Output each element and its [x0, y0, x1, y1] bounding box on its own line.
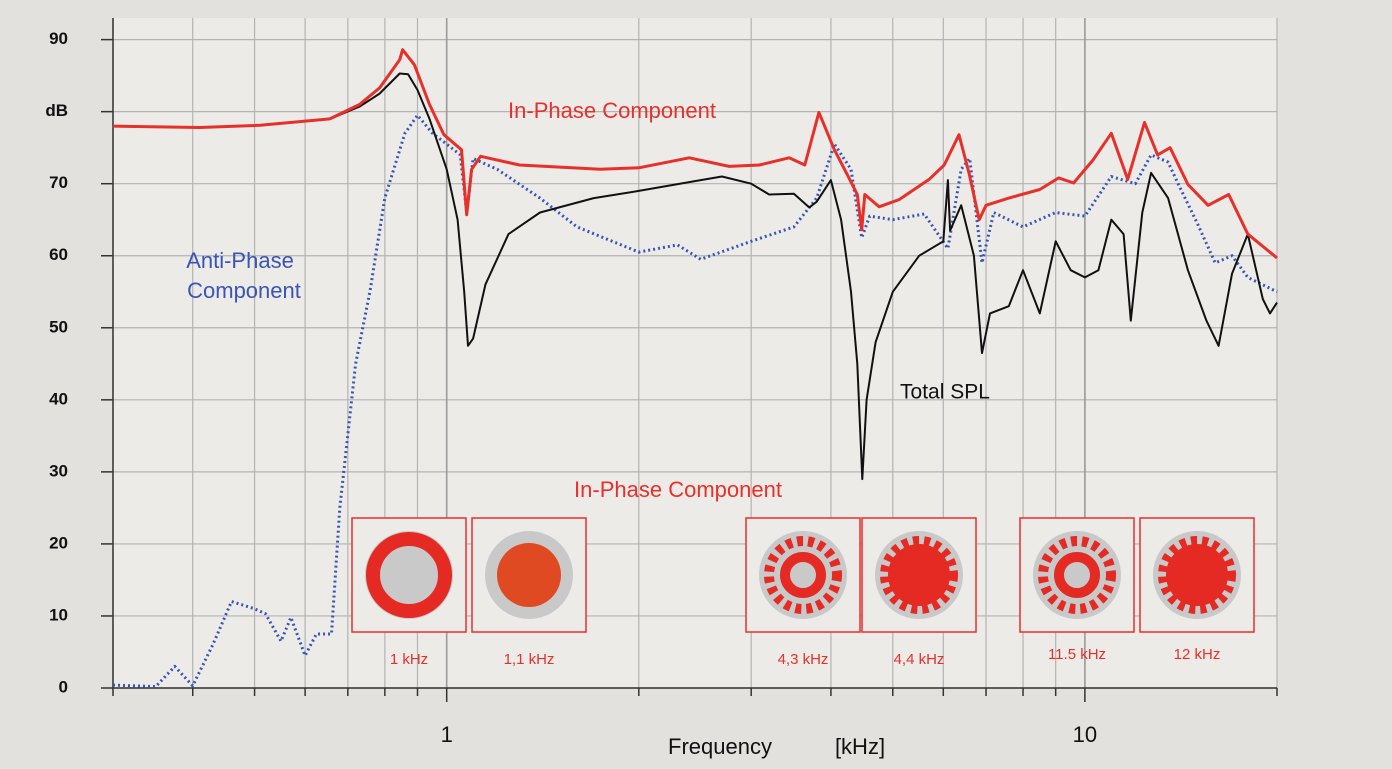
inset-label: 4,3 kHz [778, 651, 829, 668]
y-tick-label: dB [45, 101, 68, 120]
inset-pattern [893, 549, 945, 601]
y-tick-label: 50 [49, 317, 68, 336]
annotation: Component [187, 278, 301, 303]
y-tick-label: 60 [49, 245, 68, 264]
inset-pattern [1171, 549, 1223, 601]
y-tick-label: 30 [49, 461, 68, 480]
y-tick-label: 70 [49, 173, 68, 192]
y-tick-label: 0 [59, 677, 68, 696]
annotation: Total SPL [900, 381, 990, 404]
annotation: Anti-Phase [186, 248, 294, 273]
chart: 0 10 20 30 40 50 60 70 dB 90 1 10 1 kHz 1,1 kHz 4,3 k… [0, 0, 1392, 769]
y-tick-label: 20 [49, 533, 68, 552]
x-tick-label: 10 [1073, 722, 1097, 747]
inset-label: 11.5 kHz [1048, 646, 1106, 663]
x-tick-label: 1 [441, 722, 453, 747]
x-axis-unit: [kHz] [835, 734, 885, 759]
inset-label: 4,4 kHz [894, 651, 945, 668]
annotation: In-Phase Component [574, 477, 782, 502]
inset-pattern [497, 543, 561, 607]
annotation: In-Phase Component [508, 98, 716, 123]
inset-label: 1 kHz [390, 651, 428, 668]
x-axis-label: Frequency [668, 734, 772, 759]
y-tick-label: 90 [49, 29, 68, 48]
y-tick-label: 40 [49, 389, 68, 408]
inset-label: 1,1 kHz [504, 651, 555, 668]
y-tick-label: 10 [49, 605, 68, 624]
inset-label: 12 kHz [1174, 646, 1221, 663]
